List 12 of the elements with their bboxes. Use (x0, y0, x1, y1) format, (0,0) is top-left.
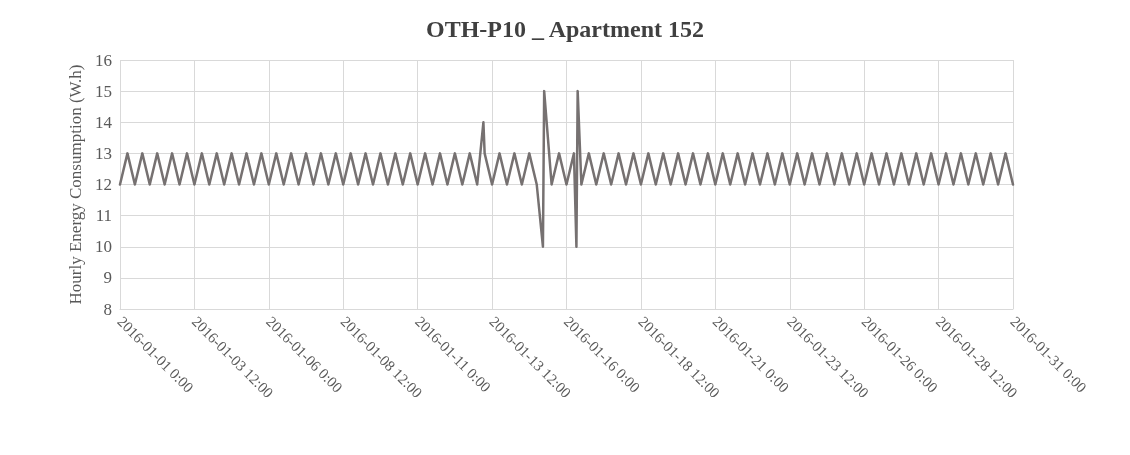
y-tick-label: 8 (103, 299, 112, 319)
y-tick-label: 10 (95, 237, 112, 257)
line-series (118, 89, 1015, 248)
y-tick-label: 12 (95, 175, 112, 194)
y-tick-label: 14 (95, 112, 113, 132)
chart-title: OTH-P10 _ Apartment 152 (426, 16, 704, 42)
y-tick-label: 9 (103, 268, 112, 288)
y-axis-title: Hourly Energy Consumption (W.h) (66, 64, 86, 305)
y-tick-label: 16 (95, 50, 112, 70)
y-tick-label: 13 (95, 143, 112, 163)
y-tick-label: 11 (95, 206, 112, 226)
y-tick-label: 15 (95, 81, 112, 101)
